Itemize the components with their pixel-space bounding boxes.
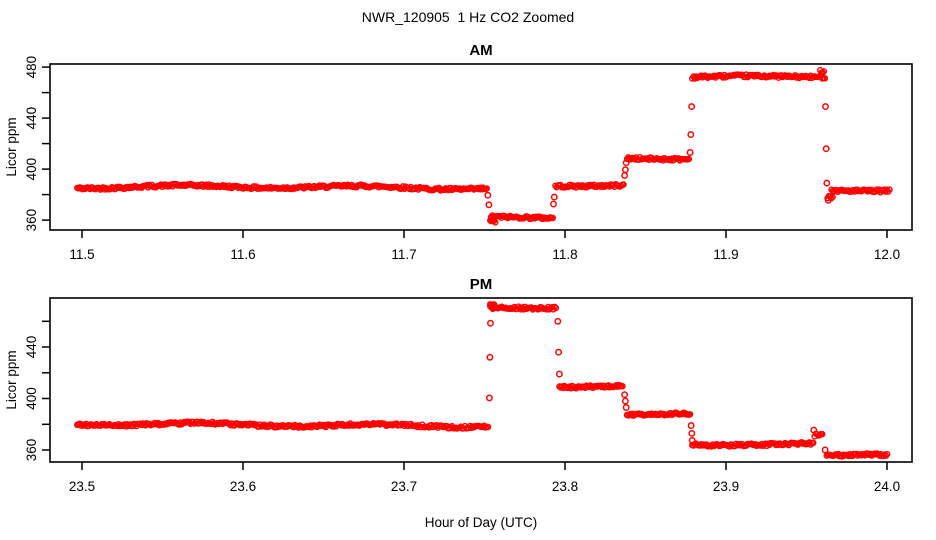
transition-point (810, 426, 818, 434)
transition-point (823, 179, 831, 187)
x-tick-label: 11.8 (552, 247, 577, 262)
y-axis-label-pm: Licor ppm (4, 350, 19, 409)
transition-point (485, 394, 493, 402)
data-point (619, 383, 626, 390)
transition-point (487, 319, 494, 327)
data-point (886, 186, 893, 193)
transition-point (622, 159, 630, 167)
data-point (125, 422, 132, 429)
data-point (116, 422, 123, 430)
data-point (686, 411, 694, 418)
y-tick-label: 400 (24, 387, 39, 410)
data-point (484, 423, 492, 431)
data-point (829, 193, 836, 201)
x-tick-label: 23.8 (552, 479, 578, 494)
transition-point (688, 429, 696, 437)
x-tick-label: 24.0 (874, 479, 900, 494)
transition-point (822, 145, 830, 153)
x-tick-label: 11.9 (713, 247, 738, 262)
x-tick-label: 23.6 (230, 479, 256, 494)
transition-point (555, 348, 563, 356)
x-tick-label: 11.6 (230, 247, 255, 262)
x-axis-label: Hour of Day (UTC) (425, 515, 538, 530)
data-point (685, 155, 693, 163)
panel-title-pm: PM (470, 276, 493, 293)
transition-point (485, 201, 493, 209)
y-tick-label: 480 (24, 56, 39, 79)
transition-point (621, 166, 629, 174)
data-point (821, 75, 829, 82)
transition-point (821, 446, 829, 454)
data-point (881, 451, 888, 458)
y-tick-label: 400 (24, 158, 39, 181)
transition-point (484, 191, 492, 199)
transition-point (687, 131, 695, 139)
y-tick-label: 360 (24, 209, 39, 232)
panel-pm: 23.5 23.6 23.7 23.8 23.9 24.0 360 400 440 (24, 297, 913, 494)
transition-point (822, 103, 829, 111)
transition-point (621, 397, 629, 405)
y-axis-label-am: Licor ppm (4, 117, 19, 176)
data-point (884, 450, 891, 458)
figure-title: NWR_120905 1 Hz CO2 Zoomed (362, 9, 574, 25)
plot-box (49, 297, 913, 463)
data-point (819, 69, 826, 76)
transition-point (824, 196, 832, 204)
data-point (819, 430, 826, 438)
data-point (551, 303, 558, 310)
transition-point (550, 193, 558, 201)
transition-point (555, 370, 563, 378)
transition-point (621, 391, 629, 399)
transition-point (550, 200, 557, 208)
transition-point (687, 422, 695, 430)
x-tick-label: 23.7 (391, 479, 417, 494)
x-tick-label: 11.7 (391, 247, 416, 262)
x-tick-label: 23.9 (713, 479, 739, 494)
data-point (620, 181, 627, 188)
data-point (820, 68, 828, 75)
panel-title-am: AM (469, 42, 492, 59)
y-tick-label: 440 (24, 107, 39, 130)
x-tick-label: 23.5 (69, 479, 95, 494)
panel-am: 11.5 11.6 11.7 11.8 11.9 12.0 360 400 440 480 (24, 56, 913, 262)
x-tick-label: 12.0 (874, 247, 900, 262)
transition-point (554, 317, 562, 325)
transition-point (486, 353, 494, 361)
data-point (549, 214, 556, 222)
y-tick-label: 360 (24, 439, 39, 462)
x-tick-label: 11.5 (69, 247, 94, 262)
plot-box (49, 63, 913, 231)
transition-point (621, 171, 629, 179)
data-point (810, 439, 817, 446)
data-point (552, 304, 560, 312)
transition-point (622, 404, 630, 411)
transition-point (686, 149, 694, 156)
data-point (483, 185, 490, 192)
transition-point (688, 436, 696, 444)
transition-point (688, 103, 696, 111)
y-tick-label: 440 (24, 336, 39, 359)
